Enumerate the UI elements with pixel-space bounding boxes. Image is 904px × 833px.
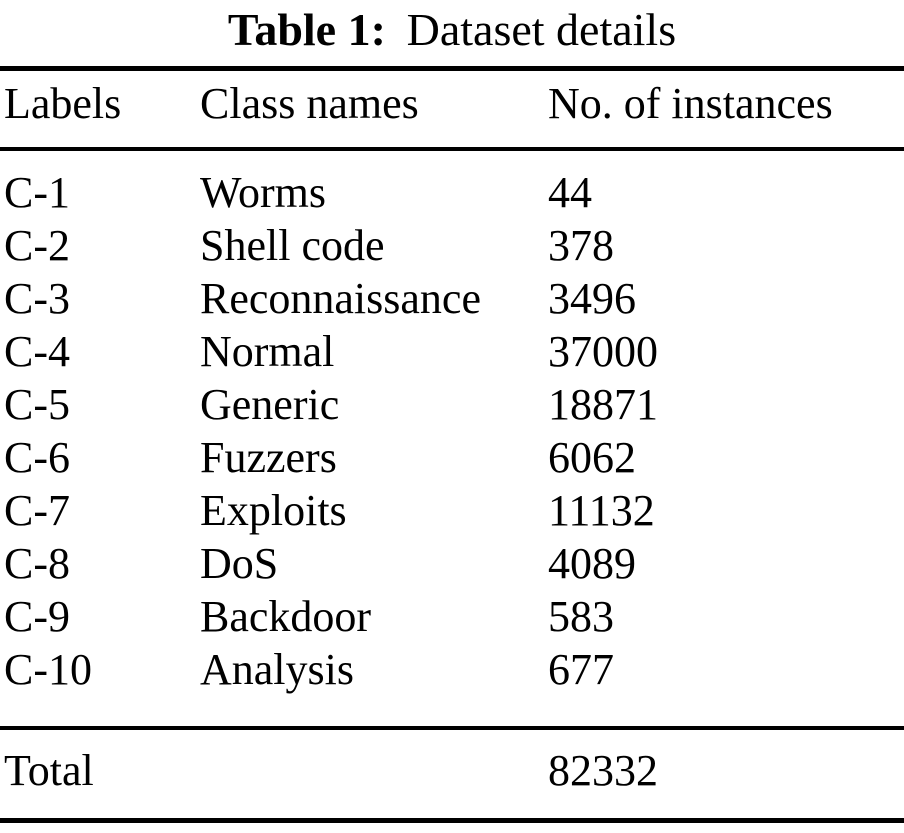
table-row: C-1 Worms 44 (0, 149, 904, 219)
header-class-names: Class names (200, 79, 419, 128)
row-instances: 37000 (548, 327, 658, 376)
row-class-name: Reconnaissance (200, 274, 481, 323)
row-instances: 44 (548, 168, 592, 217)
table-caption-text: Dataset details (406, 4, 677, 55)
dataset-table: Labels Class names No. of instances C-1 … (0, 66, 904, 823)
table-body: C-1 Worms 44 C-2 Shell code 378 C-3 Reco… (0, 149, 904, 728)
total-spacer (200, 728, 548, 821)
row-class-name: Generic (200, 380, 340, 429)
header-instances: No. of instances (548, 79, 833, 128)
row-class-name: Analysis (200, 645, 354, 694)
row-label: C-3 (4, 274, 70, 323)
table-row: C-3 Reconnaissance 3496 (0, 272, 904, 325)
row-class-name: Shell code (200, 221, 385, 270)
row-class-name: Worms (200, 168, 327, 217)
row-instances: 677 (548, 645, 614, 694)
row-class-name: Normal (200, 327, 335, 376)
table-caption-number: Table 1: (227, 4, 386, 55)
header-labels: Labels (4, 79, 122, 128)
table-row: C-4 Normal 37000 (0, 325, 904, 378)
row-label: C-10 (4, 645, 92, 694)
row-label: C-1 (4, 168, 70, 217)
table-row: C-8 DoS 4089 (0, 537, 904, 590)
row-instances: 6062 (548, 433, 636, 482)
table-row: C-9 Backdoor 583 (0, 590, 904, 643)
row-label: C-8 (4, 539, 70, 588)
row-label: C-5 (4, 380, 70, 429)
table-header: Labels Class names No. of instances (0, 68, 904, 149)
header-row: Labels Class names No. of instances (0, 68, 904, 149)
total-instances: 82332 (548, 746, 658, 795)
table-caption: Table 1: Dataset details (0, 0, 904, 66)
row-class-name: Fuzzers (200, 433, 337, 482)
table-row: C-7 Exploits 11132 (0, 484, 904, 537)
table-row: C-5 Generic 18871 (0, 378, 904, 431)
row-instances: 4089 (548, 539, 636, 588)
row-label: C-4 (4, 327, 70, 376)
row-label: C-6 (4, 433, 70, 482)
row-instances: 583 (548, 592, 614, 641)
row-class-name: DoS (200, 539, 279, 588)
table-footer: Total 82332 (0, 728, 904, 821)
table-row: C-10 Analysis 677 (0, 643, 904, 728)
total-label: Total (4, 746, 94, 795)
row-instances: 18871 (548, 380, 658, 429)
row-class-name: Exploits (200, 486, 347, 535)
row-instances: 378 (548, 221, 614, 270)
table-row: C-2 Shell code 378 (0, 219, 904, 272)
row-instances: 3496 (548, 274, 636, 323)
row-label: C-7 (4, 486, 70, 535)
row-instances: 11132 (548, 486, 655, 535)
row-class-name: Backdoor (200, 592, 372, 641)
total-row: Total 82332 (0, 728, 904, 821)
row-label: C-9 (4, 592, 70, 641)
row-label: C-2 (4, 221, 70, 270)
table-row: C-6 Fuzzers 6062 (0, 431, 904, 484)
